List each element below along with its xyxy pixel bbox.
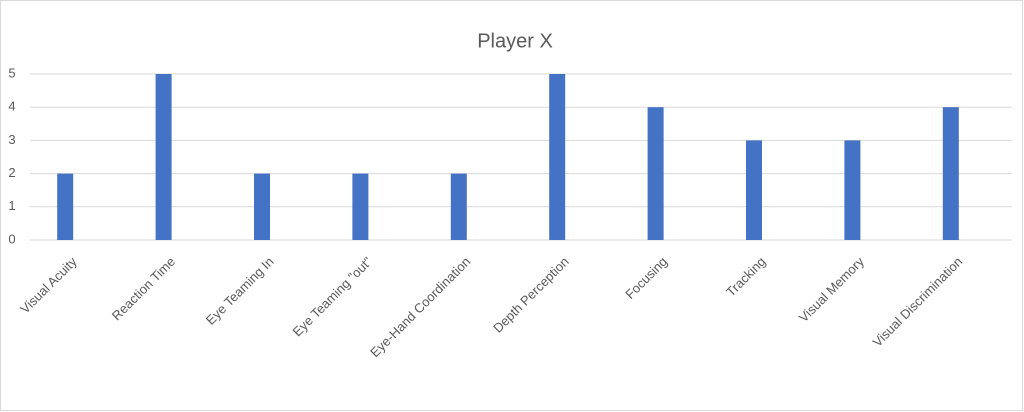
bar xyxy=(155,74,172,240)
bar xyxy=(450,173,467,240)
y-tick-label: 4 xyxy=(8,99,15,114)
y-tick-label: 3 xyxy=(8,132,15,147)
bar xyxy=(844,140,861,240)
bar xyxy=(352,173,369,240)
y-tick-label: 2 xyxy=(8,165,15,180)
chart-title: Player X xyxy=(477,30,553,52)
bar xyxy=(942,107,959,240)
y-tick-label: 5 xyxy=(8,65,15,80)
y-tick-label: 0 xyxy=(8,231,15,246)
bar xyxy=(549,74,566,240)
bar xyxy=(647,107,664,240)
bar xyxy=(746,140,762,240)
y-tick-label: 1 xyxy=(8,198,15,213)
bar xyxy=(254,173,270,240)
bar xyxy=(57,173,74,240)
